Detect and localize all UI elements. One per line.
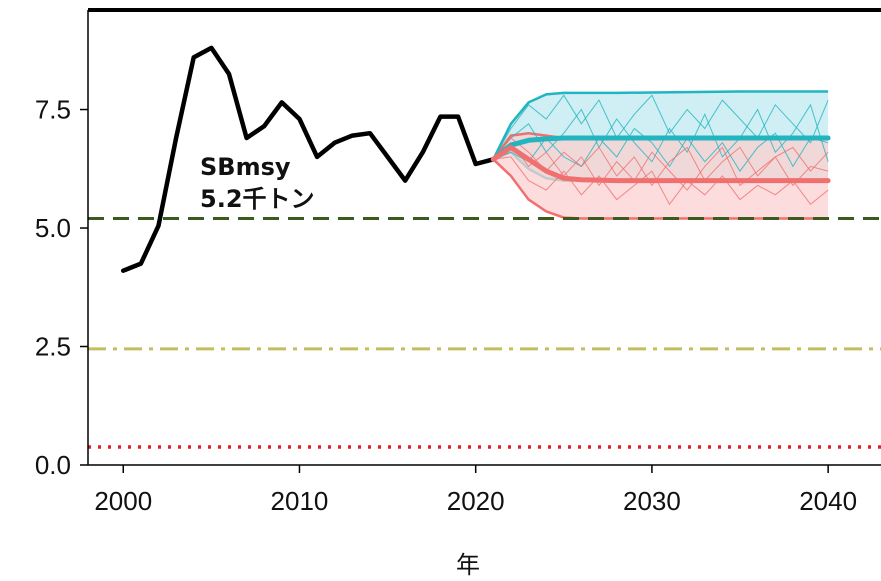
x-tick-label-4: 2040 bbox=[799, 486, 857, 516]
annotation-line-1: SBmsy bbox=[200, 153, 291, 181]
trajectory-0 bbox=[492, 94, 829, 160]
y-tick-label-1: 2.5 bbox=[35, 332, 71, 362]
series-line-0 bbox=[120, 45, 496, 273]
band-upper-0 bbox=[492, 90, 829, 160]
trajectory-1 bbox=[492, 103, 829, 163]
tick-labels: 2000 2010 2020 2030 2040 0.0 2.5 5.0 7.5 bbox=[35, 95, 857, 516]
y-tick-label-0: 0.0 bbox=[35, 450, 71, 480]
annotation-line-2: 5.2千トン bbox=[200, 185, 315, 213]
x-tick-label-0: 2000 bbox=[94, 486, 152, 516]
series-lines bbox=[120, 45, 831, 273]
x-tick-label-3: 2030 bbox=[623, 486, 681, 516]
x-tick-label-2: 2020 bbox=[447, 486, 505, 516]
y-tick-label-3: 7.5 bbox=[35, 95, 71, 125]
series-line-1 bbox=[490, 135, 831, 162]
y-tick-label-2: 5.0 bbox=[35, 213, 71, 243]
trajectory-4 bbox=[493, 156, 829, 206]
reference-lines bbox=[88, 217, 881, 449]
axes bbox=[80, 8, 881, 473]
trajectory-3 bbox=[492, 141, 829, 191]
trajectory-5 bbox=[492, 137, 829, 187]
series-line-2 bbox=[490, 144, 831, 184]
x-axis-title: 年 bbox=[456, 551, 480, 579]
x-tick-label-1: 2010 bbox=[271, 486, 329, 516]
